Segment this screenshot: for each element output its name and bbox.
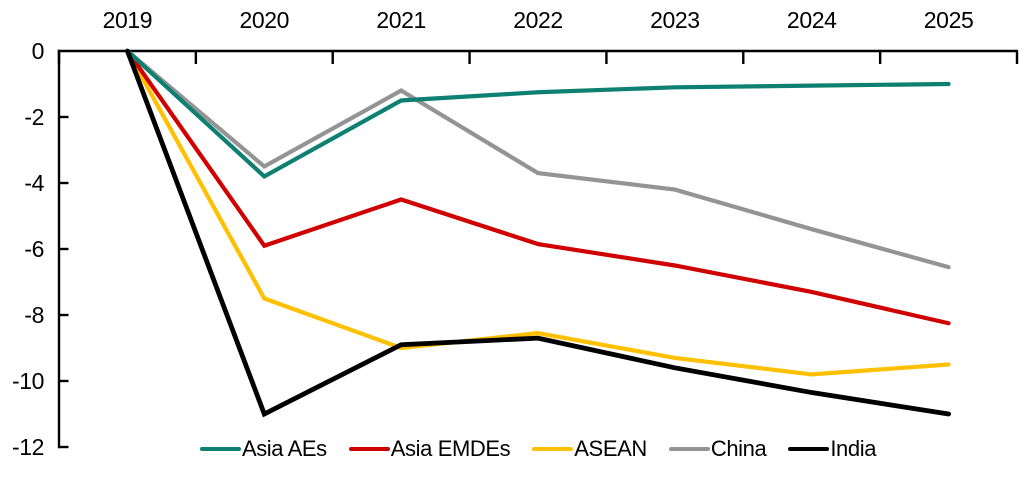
- legend-swatch-asean: [532, 446, 574, 452]
- y-axis-labels: 0 -2 -4 -6 -8 -10 -12: [12, 38, 45, 460]
- y-tick-label: -6: [24, 236, 44, 262]
- y-tick-label: -12: [12, 434, 44, 460]
- x-tick-label: 2024: [787, 7, 837, 33]
- legend-label: ASEAN: [574, 436, 647, 461]
- y-tick-label: -4: [24, 170, 44, 196]
- series-lines: [125, 48, 951, 418]
- legend-swatch-india: [788, 446, 830, 452]
- legend-swatch-asia-aes: [199, 446, 241, 452]
- series-line-asean: [125, 48, 951, 377]
- x-axis-ticks: [57, 51, 1019, 64]
- y-tick-label: -8: [24, 302, 44, 328]
- y-axis: 0 -2 -4 -6 -8 -10 -12: [12, 38, 69, 460]
- x-tick-label: 2023: [650, 7, 700, 33]
- x-tick-label: 2020: [239, 7, 289, 33]
- legend-swatch-asia-emdes: [348, 446, 390, 452]
- legend-swatch-china: [668, 446, 710, 452]
- legend-label: Asia AEs: [241, 436, 327, 461]
- series-line-asia-aes: [125, 48, 951, 179]
- y-tick-label: -2: [24, 104, 44, 130]
- x-tick-label: 2019: [103, 7, 153, 33]
- legend-item-asia-emdes: Asia EMDEs: [348, 436, 511, 462]
- legend-item-asia-aes: Asia AEs: [199, 436, 327, 462]
- series-line-india: [125, 48, 951, 418]
- legend-item-asean: ASEAN: [532, 436, 647, 462]
- y-tick-label: -10: [12, 368, 44, 394]
- x-tick-label: 2022: [513, 7, 563, 33]
- legend-item-india: India: [788, 436, 876, 462]
- x-tick-label: 2025: [924, 7, 974, 33]
- series-line-asia-emdes: [125, 48, 951, 326]
- legend-label: China: [710, 436, 767, 461]
- y-tick-label: 0: [32, 38, 44, 64]
- legend-label: India: [830, 436, 877, 461]
- x-axis-labels: 2019 2020 2021 2022 2023 2024 2025: [103, 7, 974, 33]
- series-line-china: [125, 48, 951, 270]
- legend-label: Asia EMDEs: [390, 436, 511, 461]
- x-tick-label: 2021: [376, 7, 426, 33]
- legend: Asia AEs Asia EMDEs ASEAN China India: [59, 436, 1017, 462]
- y-axis-ticks: [59, 115, 69, 449]
- legend-item-china: China: [668, 436, 767, 462]
- x-axis: 2019 2020 2021 2022 2023 2024 2025: [57, 7, 1019, 64]
